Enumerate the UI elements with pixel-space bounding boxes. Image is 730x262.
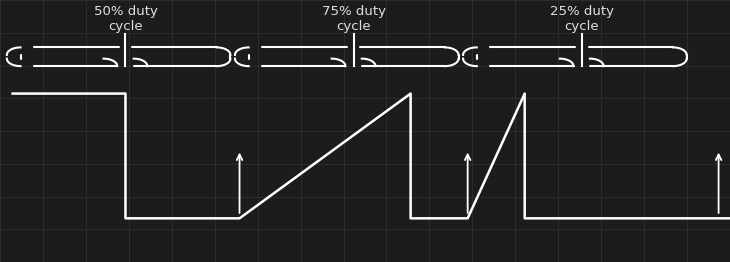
Text: 75% duty
cycle: 75% duty cycle <box>322 5 385 33</box>
Text: 50% duty
cycle: 50% duty cycle <box>93 5 158 33</box>
Text: 25% duty
cycle: 25% duty cycle <box>550 5 614 33</box>
